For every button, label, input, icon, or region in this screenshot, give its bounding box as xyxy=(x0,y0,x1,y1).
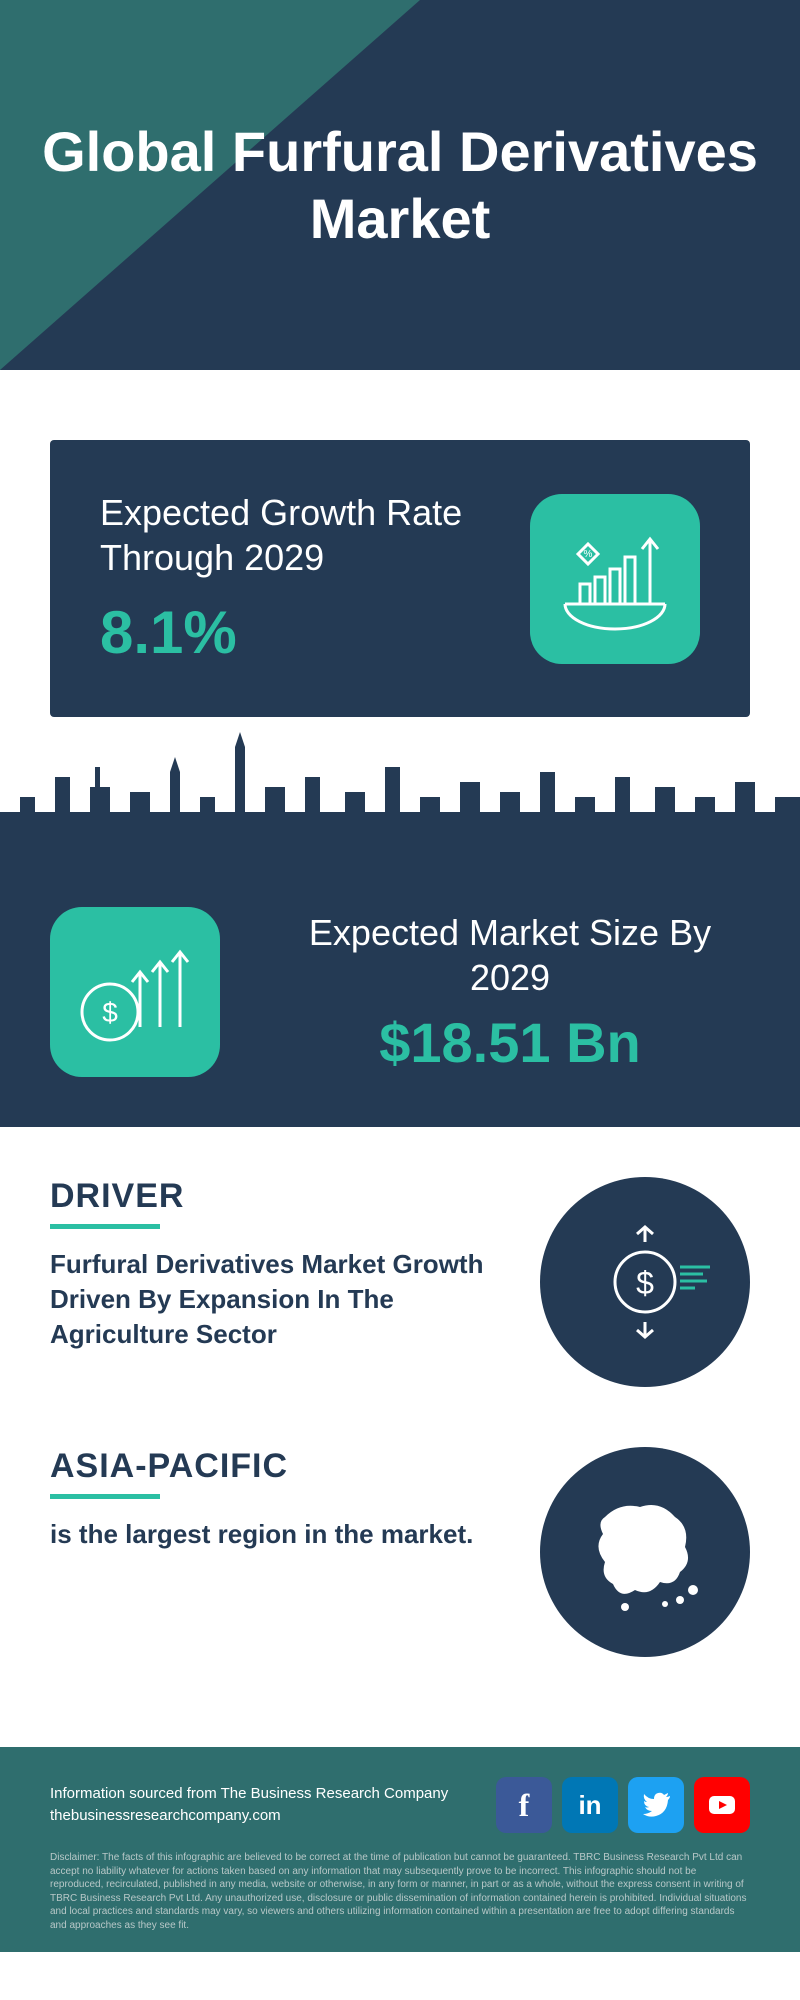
infographic-root: Global Furfural Derivatives Market Expec… xyxy=(0,0,800,1952)
twitter-button[interactable] xyxy=(628,1777,684,1833)
growth-rate-card: Expected Growth Rate Through 2029 8.1% % xyxy=(50,440,750,717)
market-value: $18.51 Bn xyxy=(270,1010,750,1075)
asia-pacific-map-icon xyxy=(565,1472,725,1632)
dollar-cycle-icon: $ xyxy=(575,1212,715,1352)
growth-text-block: Expected Growth Rate Through 2029 8.1% xyxy=(100,490,530,667)
skyline-decor xyxy=(0,717,800,857)
footer-source-line1: Information sourced from The Business Re… xyxy=(50,1783,448,1806)
header-banner: Global Furfural Derivatives Market xyxy=(0,0,800,370)
spacer xyxy=(0,370,800,440)
dollar-arrows-up-icon: $ xyxy=(70,932,200,1052)
driver-text-block: DRIVER Furfural Derivatives Market Growt… xyxy=(50,1177,500,1352)
growth-value: 8.1% xyxy=(100,598,530,667)
facebook-button[interactable]: f xyxy=(496,1777,552,1833)
footer: Information sourced from The Business Re… xyxy=(0,1747,800,1952)
region-heading: ASIA-PACIFIC xyxy=(50,1447,500,1486)
market-size-card: $ Expected Market Size By 2029 $18.51 Bn xyxy=(0,857,800,1127)
svg-text:$: $ xyxy=(636,1265,654,1301)
driver-row: DRIVER Furfural Derivatives Market Growt… xyxy=(50,1177,750,1387)
twitter-icon xyxy=(640,1789,672,1821)
driver-icon-circle: $ xyxy=(540,1177,750,1387)
market-text-block: Expected Market Size By 2029 $18.51 Bn xyxy=(270,910,750,1075)
growth-label: Expected Growth Rate Through 2029 xyxy=(100,490,530,580)
market-label: Expected Market Size By 2029 xyxy=(270,910,750,1000)
driver-body: Furfural Derivatives Market Growth Drive… xyxy=(50,1247,500,1352)
footer-disclaimer: Disclaimer: The facts of this infographi… xyxy=(50,1851,750,1932)
page-title: Global Furfural Derivatives Market xyxy=(0,118,800,252)
youtube-icon xyxy=(705,1788,739,1822)
svg-text:$: $ xyxy=(102,997,118,1028)
region-row: ASIA-PACIFIC is the largest region in th… xyxy=(50,1447,750,1657)
region-icon-circle xyxy=(540,1447,750,1657)
globe-bars-arrow-icon: % xyxy=(550,519,680,639)
linkedin-button[interactable]: in xyxy=(562,1777,618,1833)
youtube-button[interactable] xyxy=(694,1777,750,1833)
footer-top-row: Information sourced from The Business Re… xyxy=(50,1777,750,1833)
svg-text:%: % xyxy=(584,549,593,560)
region-text-block: ASIA-PACIFIC is the largest region in th… xyxy=(50,1447,500,1552)
driver-underline xyxy=(50,1224,160,1229)
region-underline xyxy=(50,1494,160,1499)
region-body: is the largest region in the market. xyxy=(50,1517,500,1552)
footer-source-line2: thebusinessresearchcompany.com xyxy=(50,1805,448,1828)
driver-heading: DRIVER xyxy=(50,1177,500,1216)
linkedin-icon: in xyxy=(578,1790,601,1821)
info-section: DRIVER Furfural Derivatives Market Growt… xyxy=(0,1127,800,1747)
facebook-icon: f xyxy=(519,1787,530,1824)
footer-source: Information sourced from The Business Re… xyxy=(50,1783,448,1828)
growth-icon-tile: % xyxy=(530,494,700,664)
market-icon-tile: $ xyxy=(50,907,220,1077)
social-row: f in xyxy=(496,1777,750,1833)
